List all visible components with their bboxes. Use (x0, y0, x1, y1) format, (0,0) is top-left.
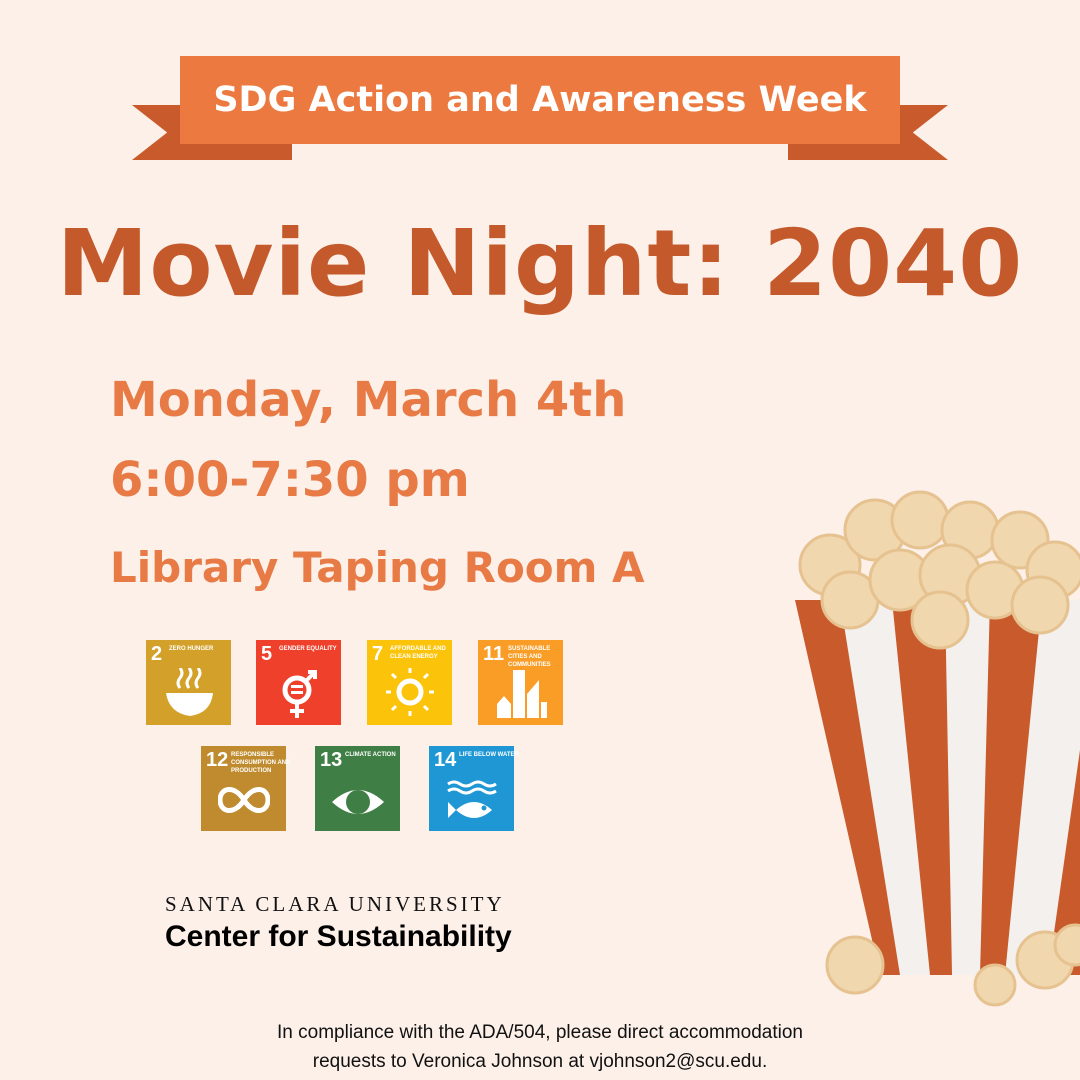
sdg-label: AFFORDABLE AND CLEAN ENERGY (390, 646, 446, 660)
sdg-label: LIFE BELOW WATER (459, 752, 519, 758)
fish-icon (447, 780, 497, 818)
sdg-goal-14-tile: 14 LIFE BELOW WATER (429, 746, 519, 831)
sdg-number: 11 (483, 643, 505, 665)
sdg-number: 14 (434, 749, 457, 771)
sdg-label: GENDER EQUALITY (279, 646, 337, 652)
bowl-icon (166, 668, 213, 716)
sdg-label: SUSTAINABLE CITIES AND COMMUNITIES (508, 646, 551, 668)
sdg-goal-12-tile: 12 RESPONSIBLE CONSUMPTION AND PRODUCTION (201, 746, 290, 831)
bucket-stripe (795, 600, 900, 975)
sdg-number: 13 (320, 749, 343, 771)
ada-line-1: In compliance with the ADA/504, please d… (277, 1022, 803, 1043)
sdg-goal-5-tile: 5 GENDER EQUALITY (256, 640, 341, 725)
gender-equality-icon (282, 670, 317, 718)
bucket-stripe (892, 600, 952, 975)
city-icon (497, 670, 547, 718)
sdg-label: RESPONSIBLE CONSUMPTION AND PRODUCTION (231, 752, 291, 774)
event-time: 6:00-7:30 pm (110, 452, 470, 508)
popcorn-kernels (798, 490, 1080, 1007)
center-name: Center for Sustainability (165, 920, 512, 953)
sdg-goal-2-tile: 2 ZERO HUNGER (146, 640, 231, 725)
sdg-goal-11-tile: 11 SUSTAINABLE CITIES AND COMMUNITIES (478, 640, 563, 725)
sdg-goal-7-tile: 7 AFFORDABLE AND CLEAN ENERGY (367, 640, 452, 725)
sdg-number: 7 (372, 643, 384, 665)
ada-notice: In compliance with the ADA/504, please d… (0, 1018, 1080, 1076)
event-date: Monday, March 4th (110, 372, 627, 428)
sdg-label: ZERO HUNGER (169, 646, 214, 652)
bucket-stripe (980, 600, 1042, 975)
infinity-icon (218, 787, 270, 813)
university-name: SANTA CLARA UNIVERSITY (165, 892, 505, 916)
sdg-number: 12 (206, 749, 229, 771)
sdg-number: 5 (261, 643, 273, 665)
sdg-label: CLIMATE ACTION (345, 752, 396, 758)
sdg-goal-13-tile: 13 CLIMATE ACTION (315, 746, 400, 831)
bucket-stripe (1048, 750, 1080, 975)
page-title: Movie Night: 2040 (56, 210, 1024, 317)
eye-globe-icon (332, 790, 384, 814)
event-location: Library Taping Room A (110, 543, 645, 592)
ada-line-2: requests to Veronica Johnson at vjohnson… (312, 1051, 768, 1072)
sdg-number: 2 (151, 643, 163, 665)
popcorn-bucket-illustration (795, 490, 1080, 1007)
sun-power-icon (386, 668, 434, 716)
event-banner: SDG Action and Awareness Week (180, 56, 900, 144)
